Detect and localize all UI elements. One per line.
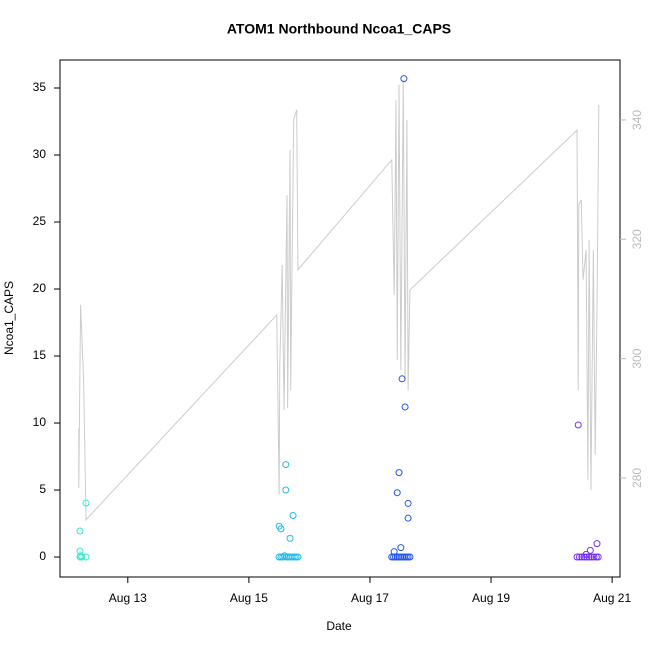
data-point bbox=[290, 553, 298, 561]
data-point bbox=[406, 553, 414, 561]
data-point bbox=[588, 553, 596, 561]
data-point bbox=[393, 489, 401, 497]
data-point bbox=[404, 553, 412, 561]
x-tick-label: Aug 19 bbox=[472, 591, 510, 605]
data-point bbox=[393, 553, 401, 561]
y-tick-label: 0 bbox=[39, 549, 46, 563]
data-point bbox=[82, 499, 90, 507]
y-axis-label: Ncoa1_CAPS bbox=[2, 281, 16, 355]
y2-tick-label: 340 bbox=[630, 110, 644, 130]
data-point bbox=[593, 540, 601, 548]
data-point bbox=[573, 553, 581, 561]
data-point bbox=[404, 514, 412, 522]
data-point bbox=[390, 553, 398, 561]
data-point bbox=[585, 553, 593, 561]
data-point bbox=[279, 553, 287, 561]
x-tick-label: Aug 13 bbox=[109, 591, 147, 605]
chart-title: ATOM1 Northbound Ncoa1_CAPS bbox=[227, 21, 451, 37]
y-tick-label: 10 bbox=[33, 415, 47, 429]
data-point bbox=[402, 553, 410, 561]
data-point bbox=[397, 553, 405, 561]
data-point bbox=[401, 403, 409, 411]
data-point bbox=[580, 553, 588, 561]
data-point bbox=[391, 553, 399, 561]
data-point bbox=[400, 75, 408, 83]
data-point bbox=[404, 499, 412, 507]
data-point bbox=[395, 553, 403, 561]
plot-frame bbox=[59, 59, 621, 578]
data-point bbox=[578, 553, 586, 561]
x-tick-label: Aug 21 bbox=[593, 591, 631, 605]
y-tick-label: 15 bbox=[33, 348, 47, 362]
data-point bbox=[575, 553, 583, 561]
data-point bbox=[592, 553, 600, 561]
x-tick-label: Aug 17 bbox=[351, 591, 389, 605]
y-tick-label: 25 bbox=[33, 214, 47, 228]
y2-tick-label: 280 bbox=[630, 468, 644, 488]
data-point bbox=[282, 461, 290, 469]
data-point bbox=[395, 469, 403, 477]
data-point bbox=[400, 553, 408, 561]
data-point bbox=[282, 486, 290, 494]
data-point bbox=[583, 553, 591, 561]
data-point bbox=[282, 553, 290, 561]
data-point bbox=[590, 553, 598, 561]
y-tick-label: 20 bbox=[33, 281, 47, 295]
y-tick-label: 30 bbox=[33, 147, 47, 161]
data-point bbox=[77, 552, 85, 560]
data-point bbox=[388, 553, 396, 561]
data-point bbox=[399, 553, 407, 561]
data-point bbox=[289, 511, 297, 519]
data-point bbox=[277, 553, 285, 561]
data-point bbox=[76, 527, 84, 535]
data-point bbox=[286, 534, 294, 542]
data-point bbox=[586, 546, 594, 554]
x-axis-label: Date bbox=[326, 619, 352, 633]
y-tick-label: 5 bbox=[39, 482, 46, 496]
y2-tick-label: 300 bbox=[630, 348, 644, 368]
data-point bbox=[594, 553, 602, 561]
x-tick-label: Aug 15 bbox=[230, 591, 268, 605]
data-point bbox=[294, 553, 302, 561]
data-point bbox=[277, 525, 285, 533]
data-point bbox=[574, 421, 582, 429]
data-point bbox=[397, 544, 405, 552]
data-point bbox=[398, 375, 406, 383]
data-point bbox=[292, 553, 300, 561]
y-tick-label: 35 bbox=[33, 80, 47, 94]
y2-tick-label: 320 bbox=[630, 229, 644, 249]
data-point bbox=[78, 553, 86, 561]
data-line bbox=[78, 79, 600, 521]
